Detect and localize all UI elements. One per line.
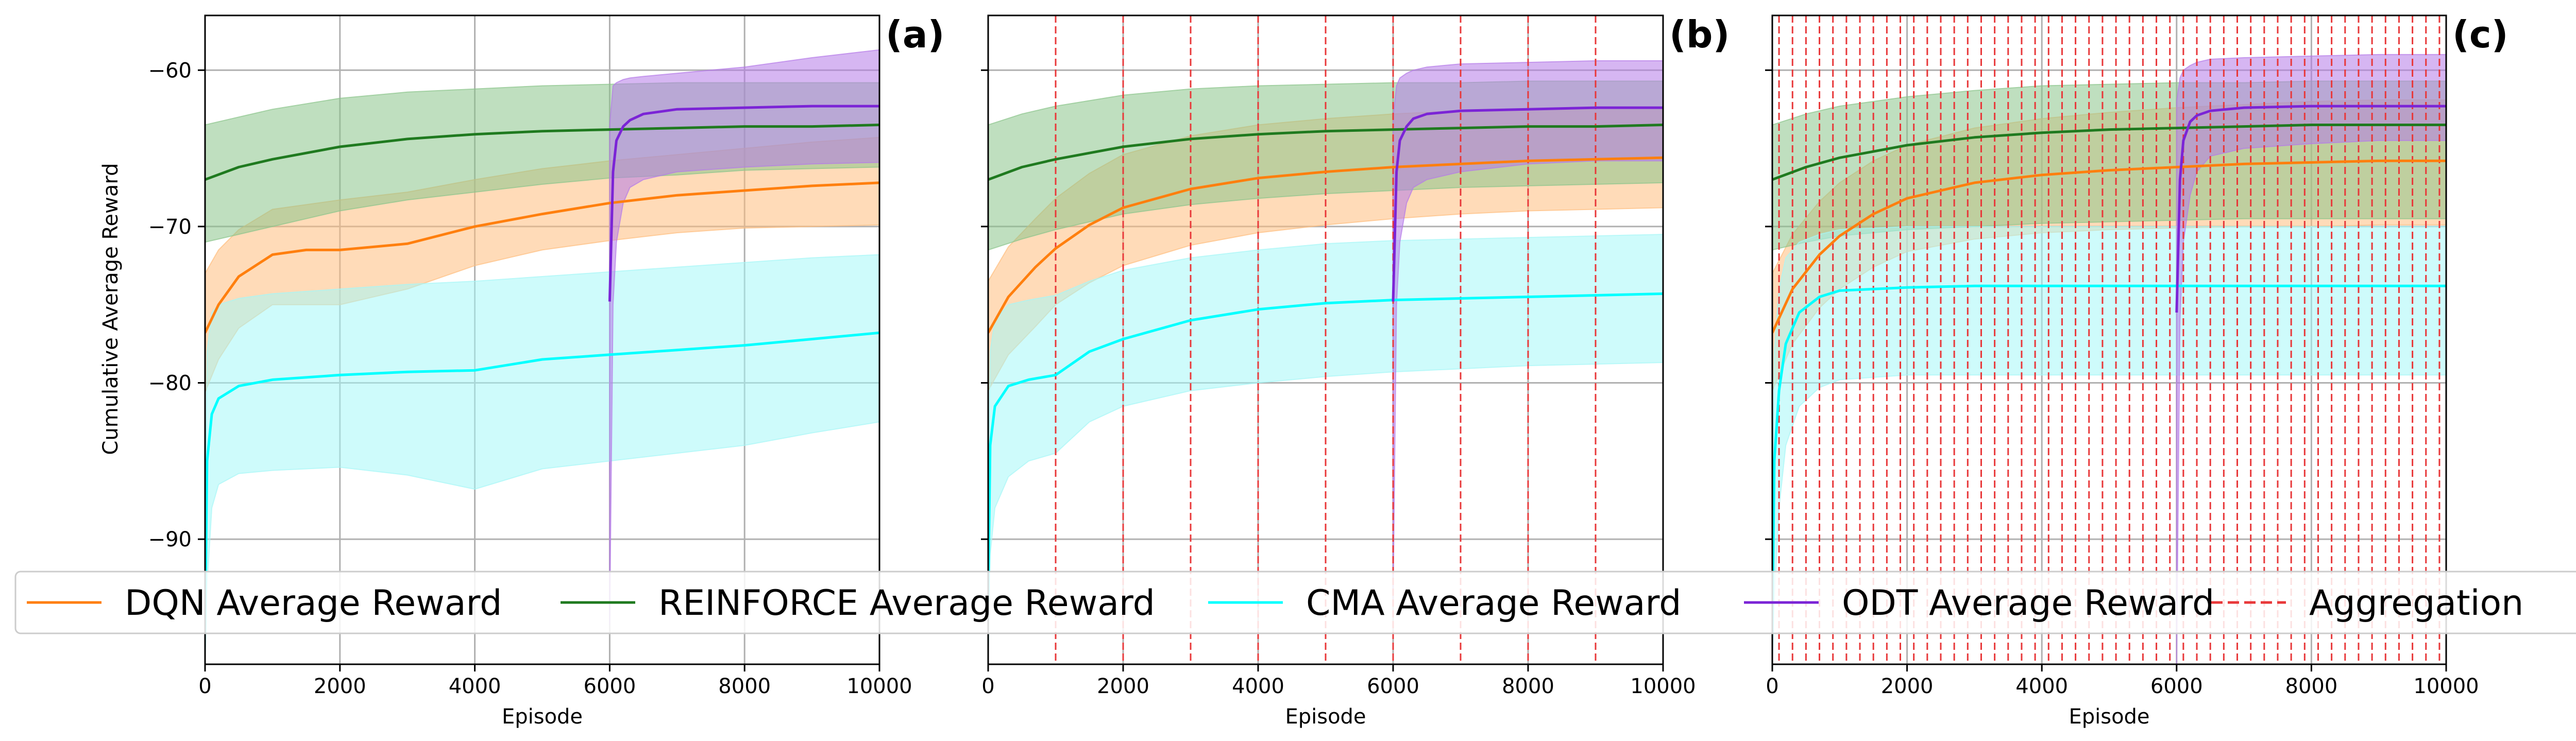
line-cma bbox=[1772, 284, 2446, 633]
axes-frame bbox=[1771, 14, 2447, 665]
band-cma bbox=[988, 234, 1663, 664]
panel-b: 0 2000 4000 6000 8000 10000 Episode (b) bbox=[981, 13, 1730, 729]
band-cma bbox=[205, 254, 879, 664]
x-tick-label: 4000 bbox=[1232, 675, 1284, 698]
x-tick-label: 4000 bbox=[449, 675, 501, 698]
panel-c: 0 2000 4000 6000 8000 10000 Episode (c) bbox=[1765, 13, 2509, 729]
y-tick-label: −60 bbox=[148, 59, 192, 82]
line-reinforce bbox=[205, 124, 879, 181]
panel-label: (a) bbox=[886, 13, 944, 56]
x-tick-label: 8000 bbox=[718, 675, 771, 698]
y-axis-label: Cumulative Average Reward bbox=[99, 163, 123, 455]
line-cma bbox=[205, 331, 879, 633]
legend-label: REINFORCE Average Reward bbox=[658, 583, 1155, 624]
plot-area bbox=[988, 15, 1663, 664]
line-reinforce bbox=[988, 124, 1663, 181]
axes-frame bbox=[987, 14, 1664, 665]
x-tick-label: 0 bbox=[198, 675, 211, 698]
legend-label: Aggregation bbox=[2309, 583, 2523, 624]
x-tick-label: 2000 bbox=[1097, 675, 1149, 698]
x-tick-label: 6000 bbox=[584, 675, 636, 698]
x-tick-label: 2000 bbox=[314, 675, 366, 698]
x-tick-label: 10000 bbox=[2413, 675, 2479, 698]
legend: DQN Average Reward REINFORCE Average Rewa… bbox=[14, 571, 2576, 634]
x-tick-label: 8000 bbox=[2285, 675, 2338, 698]
panel-label: (c) bbox=[2452, 13, 2509, 56]
plot-area bbox=[1772, 15, 2446, 664]
legend-label: CMA Average Reward bbox=[1306, 583, 1681, 624]
x-tick-label: 8000 bbox=[1502, 675, 1554, 698]
line-cma bbox=[988, 292, 1663, 602]
x-axis-label: Episode bbox=[2069, 705, 2149, 729]
y-tick-label: −80 bbox=[148, 371, 192, 395]
legend-label: DQN Average Reward bbox=[125, 583, 502, 624]
x-tick-label: 0 bbox=[981, 675, 994, 698]
line-dqn bbox=[205, 181, 879, 334]
plot-area bbox=[205, 49, 879, 664]
line-odt bbox=[1392, 106, 1663, 302]
y-tick-label: −90 bbox=[148, 528, 192, 552]
line-odt bbox=[2175, 105, 2446, 313]
x-tick-label: 10000 bbox=[846, 675, 912, 698]
x-axis-label: Episode bbox=[1285, 705, 1366, 729]
x-tick-label: 0 bbox=[1766, 675, 1778, 698]
line-reinforce bbox=[1772, 124, 2446, 181]
y-tick-label: −70 bbox=[148, 215, 192, 239]
legend-label: ODT Average Reward bbox=[1842, 583, 2214, 624]
x-axis-label: Episode bbox=[502, 705, 583, 729]
x-tick-label: 10000 bbox=[1630, 675, 1696, 698]
line-dqn bbox=[1772, 159, 2446, 334]
band-odt bbox=[1393, 60, 1663, 602]
band-odt bbox=[2176, 54, 2446, 664]
line-dqn bbox=[988, 156, 1663, 334]
legend-box bbox=[14, 571, 2576, 634]
x-tick-label: 6000 bbox=[2150, 675, 2203, 698]
panel-label: (b) bbox=[1669, 13, 1730, 56]
x-tick-label: 4000 bbox=[2015, 675, 2068, 698]
panel-a: 0 2000 4000 6000 8000 10000 −90 −80 −70 −60 Episod… bbox=[99, 13, 944, 729]
x-tick-label: 6000 bbox=[1367, 675, 1419, 698]
x-tick-label: 2000 bbox=[1881, 675, 1934, 698]
line-odt bbox=[608, 105, 879, 302]
axes-frame bbox=[204, 14, 880, 665]
